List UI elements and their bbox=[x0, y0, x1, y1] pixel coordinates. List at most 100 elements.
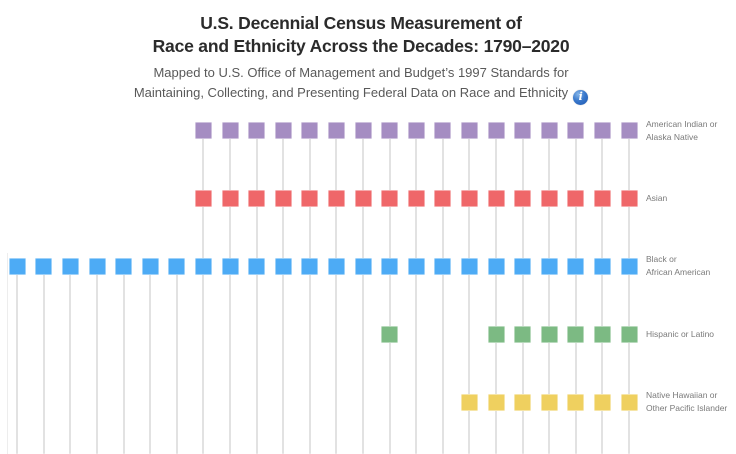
measurement-mark[interactable] bbox=[593, 257, 611, 275]
decade-dropline bbox=[282, 130, 285, 454]
measurement-mark[interactable] bbox=[620, 122, 638, 139]
chart-subtitle-line1: Mapped to U.S. Office of Management and … bbox=[153, 65, 569, 80]
measurement-mark[interactable] bbox=[301, 189, 319, 207]
measurement-mark[interactable] bbox=[620, 393, 638, 411]
chart-header: U.S. Decennial Census Measurement of Rac… bbox=[0, 0, 722, 105]
chart-title-line1: U.S. Decennial Census Measurement of bbox=[200, 13, 522, 33]
decade-dropline bbox=[388, 130, 391, 454]
measurement-mark[interactable] bbox=[381, 189, 399, 207]
measurement-mark[interactable] bbox=[168, 257, 186, 275]
measurement-mark[interactable] bbox=[407, 189, 425, 207]
measurement-mark[interactable] bbox=[381, 257, 399, 275]
measurement-mark[interactable] bbox=[567, 393, 585, 411]
measurement-mark[interactable] bbox=[514, 257, 532, 275]
row-label-line: American Indian or bbox=[646, 118, 718, 129]
measurement-mark[interactable] bbox=[354, 122, 372, 139]
row-label: Native Hawaiian or Other Pacific Islander bbox=[646, 389, 736, 415]
measurement-mark[interactable] bbox=[301, 257, 319, 275]
measurement-mark[interactable] bbox=[514, 122, 532, 139]
measurement-mark[interactable] bbox=[141, 257, 159, 275]
measurement-mark[interactable] bbox=[327, 257, 345, 275]
measurement-mark[interactable] bbox=[567, 325, 585, 343]
measurement-mark[interactable] bbox=[487, 325, 505, 343]
measurement-mark[interactable] bbox=[35, 257, 53, 275]
decade-dropline bbox=[415, 130, 418, 454]
measurement-mark[interactable] bbox=[434, 257, 452, 275]
measurement-mark[interactable] bbox=[381, 325, 399, 343]
measurement-mark[interactable] bbox=[460, 122, 478, 139]
chart-subtitle-line2-wrap: Maintaining, Collecting, and Presenting … bbox=[0, 83, 722, 105]
measurement-mark[interactable] bbox=[407, 257, 425, 275]
measurement-mark[interactable] bbox=[354, 257, 372, 275]
decade-dropline bbox=[548, 130, 551, 454]
measurement-mark[interactable] bbox=[407, 122, 425, 139]
info-icon[interactable]: i bbox=[573, 89, 589, 105]
measurement-mark[interactable] bbox=[61, 257, 79, 275]
measurement-mark[interactable] bbox=[540, 393, 558, 411]
measurement-mark[interactable] bbox=[221, 257, 239, 275]
measurement-mark[interactable] bbox=[620, 189, 638, 207]
row-label-line: Alaska Native bbox=[646, 131, 698, 142]
row-label-line: Asian bbox=[646, 192, 668, 203]
measurement-mark[interactable] bbox=[514, 325, 532, 343]
measurement-mark[interactable] bbox=[194, 189, 212, 207]
measurement-mark[interactable] bbox=[8, 257, 26, 275]
chart-subtitle: Mapped to U.S. Office of Management and … bbox=[0, 63, 722, 105]
measurement-mark[interactable] bbox=[88, 257, 106, 275]
chart-title-line2: Race and Ethnicity Across the Decades: 1… bbox=[152, 36, 570, 56]
measurement-mark[interactable] bbox=[487, 257, 505, 275]
measurement-mark[interactable] bbox=[540, 122, 558, 139]
decade-dropline bbox=[441, 130, 444, 454]
measurement-mark[interactable] bbox=[540, 189, 558, 207]
measurement-mark[interactable] bbox=[354, 189, 372, 207]
measurement-mark[interactable] bbox=[620, 257, 638, 275]
measurement-mark[interactable] bbox=[434, 122, 452, 139]
chart-subtitle-line2: Maintaining, Collecting, and Presenting … bbox=[133, 85, 569, 100]
measurement-mark[interactable] bbox=[274, 257, 292, 275]
measurement-mark[interactable] bbox=[327, 189, 345, 207]
decade-dropline bbox=[42, 266, 45, 454]
measurement-mark[interactable] bbox=[567, 257, 585, 275]
measurement-mark[interactable] bbox=[381, 122, 399, 139]
measurement-mark[interactable] bbox=[593, 122, 611, 139]
row-label: American Indian or Alaska Native bbox=[646, 118, 736, 144]
measurement-mark[interactable] bbox=[301, 122, 319, 139]
measurement-mark[interactable] bbox=[487, 393, 505, 411]
measurement-mark[interactable] bbox=[221, 122, 239, 139]
measurement-mark[interactable] bbox=[567, 122, 585, 139]
row-label-line: Hispanic or Latino bbox=[646, 328, 715, 339]
measurement-mark[interactable] bbox=[248, 189, 266, 207]
measurement-mark[interactable] bbox=[274, 122, 292, 139]
measurement-mark[interactable] bbox=[567, 189, 585, 207]
measurement-mark[interactable] bbox=[487, 122, 505, 139]
measurement-mark[interactable] bbox=[593, 393, 611, 411]
measurement-mark[interactable] bbox=[593, 189, 611, 207]
measurement-mark[interactable] bbox=[540, 325, 558, 343]
measurement-mark[interactable] bbox=[248, 257, 266, 275]
measurement-mark[interactable] bbox=[274, 189, 292, 207]
measurement-mark[interactable] bbox=[194, 257, 212, 275]
decade-dropline bbox=[149, 266, 152, 454]
decade-dropline bbox=[521, 130, 524, 454]
decade-dropline bbox=[601, 130, 604, 454]
measurement-mark[interactable] bbox=[460, 257, 478, 275]
measurement-mark[interactable] bbox=[620, 325, 638, 343]
measurement-mark[interactable] bbox=[221, 189, 239, 207]
measurement-mark[interactable] bbox=[460, 393, 478, 411]
measurement-mark[interactable] bbox=[248, 122, 266, 139]
measurement-mark[interactable] bbox=[115, 257, 133, 275]
measurement-mark[interactable] bbox=[487, 189, 505, 207]
measurement-mark[interactable] bbox=[434, 189, 452, 207]
chart-title: U.S. Decennial Census Measurement of Rac… bbox=[0, 0, 722, 58]
measurement-mark[interactable] bbox=[593, 325, 611, 343]
measurement-mark[interactable] bbox=[514, 393, 532, 411]
decade-dropline bbox=[308, 130, 311, 454]
decade-dropline bbox=[122, 266, 125, 454]
measurement-mark[interactable] bbox=[194, 122, 212, 139]
measurement-mark[interactable] bbox=[460, 189, 478, 207]
measurement-mark[interactable] bbox=[540, 257, 558, 275]
decade-dropline bbox=[202, 130, 205, 454]
measurement-mark[interactable] bbox=[327, 122, 345, 139]
measurement-mark[interactable] bbox=[514, 189, 532, 207]
